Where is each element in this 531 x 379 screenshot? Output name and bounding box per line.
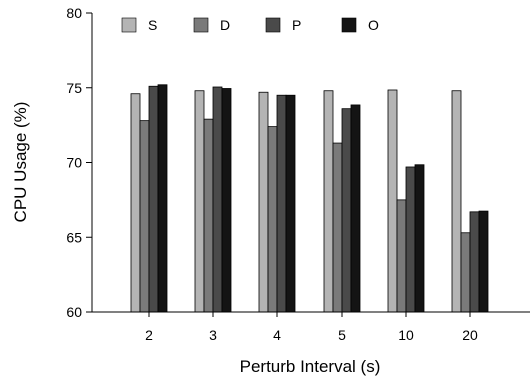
x-tick-label: 20 <box>462 327 478 343</box>
bar-O-2 <box>157 84 168 313</box>
legend-swatch-P <box>265 17 281 33</box>
legend-label-P: P <box>292 17 301 33</box>
legend-label-O: O <box>368 17 379 33</box>
bar-S-2 <box>130 93 141 313</box>
bar-O-10 <box>414 164 425 313</box>
bar-P-20 <box>469 211 480 313</box>
legend-label-S: S <box>148 17 157 33</box>
bar-S-5 <box>323 90 334 313</box>
x-axis-ticks: 2 3 4 5 10 20 <box>145 312 478 343</box>
y-tick-label: 60 <box>66 304 82 320</box>
bar-S-4 <box>258 91 269 313</box>
bar-O-20 <box>478 210 489 313</box>
x-tick-label: 5 <box>338 327 346 343</box>
legend-swatch-O <box>341 17 357 33</box>
bar-S-20 <box>451 90 462 313</box>
y-tick-label: 80 <box>66 5 82 21</box>
y-axis-title: CPU Usage (%) <box>11 102 30 223</box>
x-tick-label: 2 <box>145 327 153 343</box>
bar-P-2 <box>148 85 159 313</box>
bar-D-5 <box>332 142 343 313</box>
bar-P-10 <box>405 166 416 313</box>
y-axis-ticks: 60 65 70 75 80 <box>66 5 92 320</box>
legend-label-D: D <box>220 17 230 33</box>
y-tick-label: 65 <box>66 229 82 245</box>
legend-swatch-S <box>121 17 137 33</box>
bar-D-10 <box>396 199 407 313</box>
y-tick-label: 75 <box>66 80 82 96</box>
bar-D-4 <box>267 126 278 313</box>
bar-D-2 <box>139 120 150 313</box>
bar-P-4 <box>276 94 287 313</box>
x-tick-label: 3 <box>209 327 217 343</box>
y-tick-label: 70 <box>66 155 82 171</box>
bar-P-3 <box>212 86 223 313</box>
x-tick-label: 10 <box>398 327 414 343</box>
bar-O-4 <box>285 94 296 313</box>
x-axis-title: Perturb Interval (s) <box>240 357 381 376</box>
legend-swatch-D <box>193 17 209 33</box>
bars <box>130 84 489 313</box>
bar-D-3 <box>203 118 214 313</box>
bar-D-20 <box>460 232 471 313</box>
bar-S-10 <box>387 89 398 313</box>
x-tick-label: 4 <box>273 327 281 343</box>
bar-S-3 <box>194 90 205 313</box>
bar-P-5 <box>341 108 352 313</box>
bar-O-3 <box>221 88 232 313</box>
bar-O-5 <box>350 104 361 313</box>
